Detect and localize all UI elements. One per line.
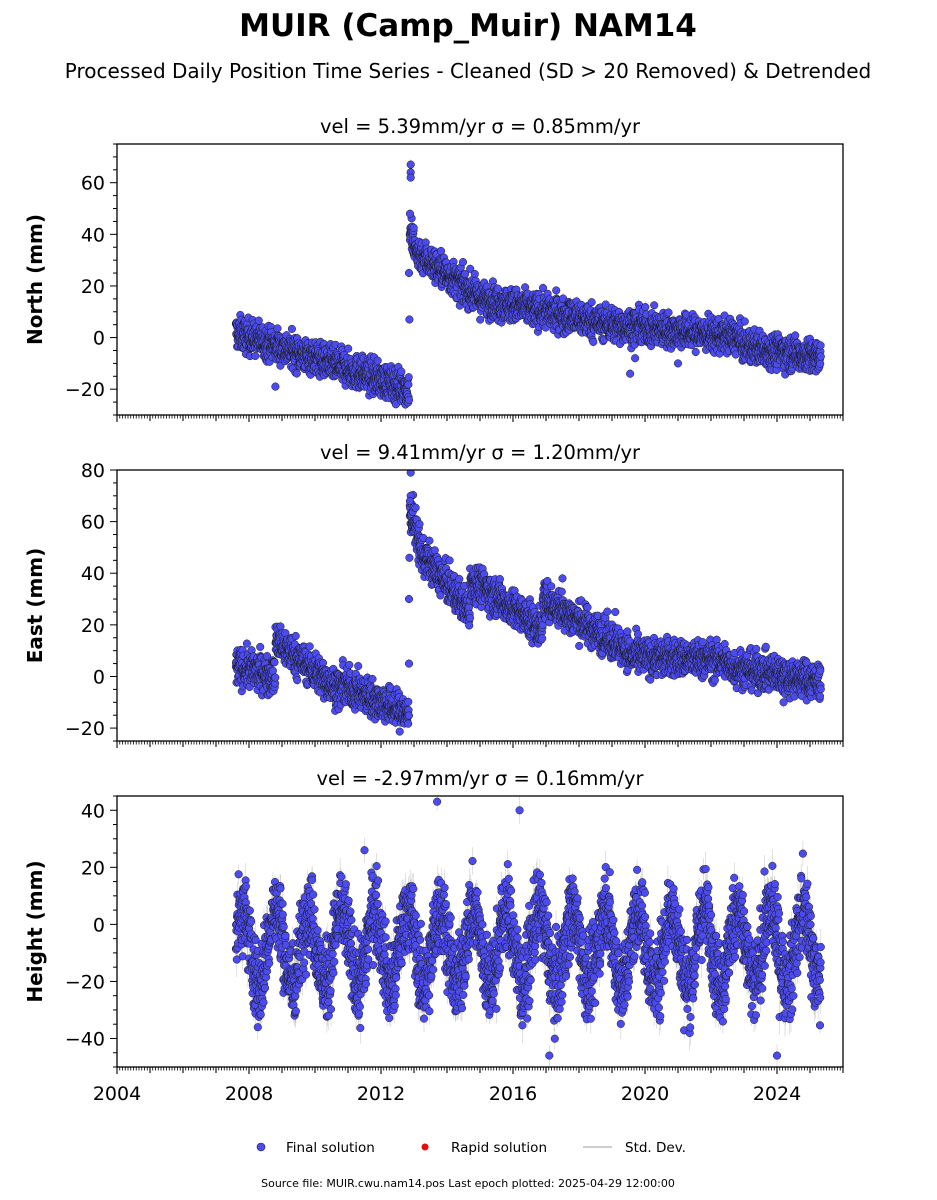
figure-subtitle: Processed Daily Position Time Series - C…: [65, 59, 871, 83]
north-data-point: [292, 369, 301, 378]
north-data-point: [470, 269, 479, 279]
north-data-point: [287, 324, 296, 333]
north-data-point: [254, 316, 263, 325]
north-series-final: [231, 159, 825, 411]
north-data-point: [273, 324, 282, 333]
north-data-point: [344, 344, 353, 353]
figure-title: MUIR (Camp_Muir) NAM14: [239, 8, 697, 44]
north-data-point: [404, 373, 413, 382]
north-data-point: [409, 223, 418, 232]
north-data-point: [373, 356, 382, 365]
north-data-point: [587, 298, 596, 307]
north-data-point: [493, 284, 502, 293]
north-data-point: [251, 351, 260, 361]
north-data-point: [589, 337, 598, 346]
north-data-point: [458, 258, 468, 267]
north-data-point: [397, 367, 406, 376]
north-data-point: [476, 315, 485, 324]
north-data-point: [552, 286, 561, 295]
north-data-point: [404, 395, 414, 404]
north-data-point: [404, 380, 413, 389]
